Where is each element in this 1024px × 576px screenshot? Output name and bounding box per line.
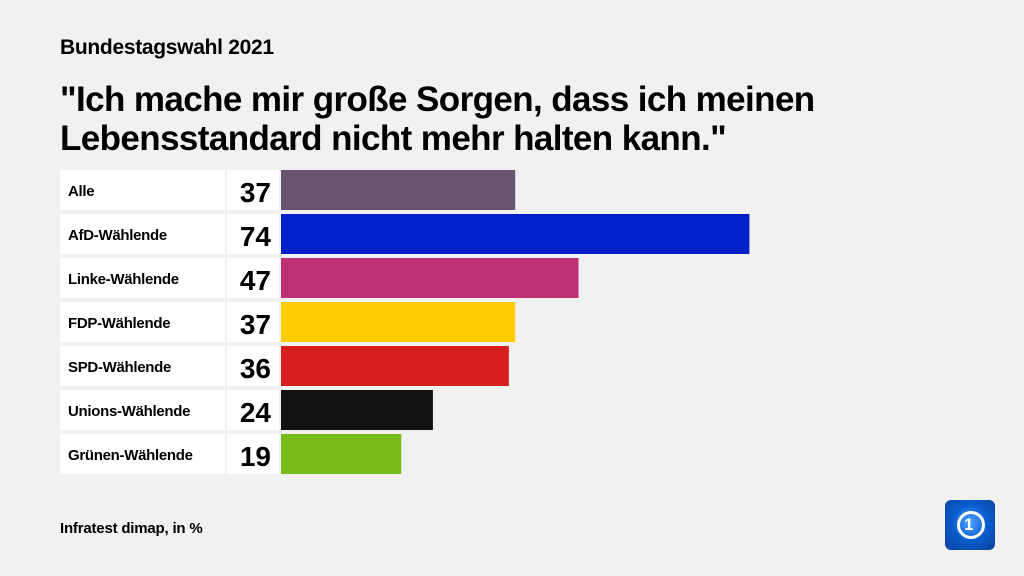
chart-title: "Ich mache mir große Sorgen, dass ich me… (60, 80, 815, 158)
category-label: Unions-Wählende (68, 403, 190, 420)
category-label-box (60, 214, 225, 254)
value-label: 47 (240, 265, 271, 296)
category-label-box (60, 434, 225, 474)
category-label-box (60, 346, 225, 386)
bar (281, 390, 433, 430)
bar (281, 346, 509, 386)
value-label-box (227, 258, 279, 298)
value-label: 19 (240, 441, 271, 472)
value-label: 37 (240, 177, 271, 208)
bar (281, 170, 516, 210)
category-label: Grünen-Wählende (68, 447, 193, 464)
value-label-box (227, 390, 279, 430)
category-label-box (60, 390, 225, 430)
category-label: Alle (68, 183, 94, 200)
value-label-box (227, 170, 279, 210)
value-label-box (227, 302, 279, 342)
value-label-box (227, 434, 279, 474)
subtitle: Bundestagswahl 2021 (60, 36, 274, 59)
category-label: AfD-Wählende (68, 227, 167, 244)
logo-text: 1 (964, 515, 974, 534)
bar (281, 302, 516, 342)
bar (281, 434, 402, 474)
tagesschau-logo-icon: 1 (945, 500, 995, 550)
bar (281, 214, 750, 254)
value-label-box (227, 346, 279, 386)
category-label-box (60, 302, 225, 342)
source-note: Infratest dimap, in % (60, 520, 203, 537)
value-label: 37 (240, 309, 271, 340)
category-label: FDP-Wählende (68, 315, 170, 332)
value-label: 36 (240, 353, 271, 384)
value-label: 24 (240, 397, 272, 428)
value-label: 74 (240, 221, 272, 252)
bar (281, 258, 579, 298)
category-label-box (60, 258, 225, 298)
category-label: SPD-Wählende (68, 359, 171, 376)
category-label: Linke-Wählende (68, 271, 179, 288)
category-label-box (60, 170, 225, 210)
value-label-box (227, 214, 279, 254)
